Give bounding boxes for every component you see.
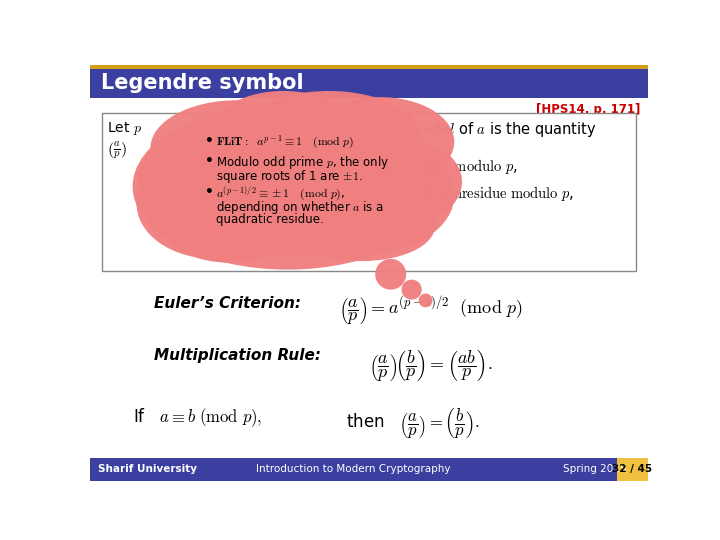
Text: $\mathbf{FLiT:}$  $a^{p-1}\equiv 1$   $(\mathrm{mod}\ p)$: $\mathbf{FLiT:}$ $a^{p-1}\equiv 1$ $(\ma… [216, 134, 355, 151]
Text: •: • [204, 154, 214, 168]
Text: Legendre symbol: Legendre symbol [101, 73, 303, 93]
Circle shape [418, 294, 433, 307]
Text: square roots of 1 are $\pm1$.: square roots of 1 are $\pm1$. [216, 168, 363, 185]
Text: then   $\left(\dfrac{a}{p}\right) = \left(\dfrac{b}{p}\right).$: then $\left(\dfrac{a}{p}\right) = \left(… [346, 406, 479, 440]
Ellipse shape [199, 180, 400, 257]
FancyBboxPatch shape [90, 69, 648, 98]
Ellipse shape [287, 192, 435, 261]
Ellipse shape [307, 97, 454, 186]
Text: Multiplication Rule:: Multiplication Rule: [153, 348, 320, 363]
Circle shape [402, 280, 422, 300]
Ellipse shape [132, 103, 443, 269]
Text: $a^{(p-1)/2}\equiv\pm1$   $(\mathrm{mod}\ p)$,: $a^{(p-1)/2}\equiv\pm1$ $(\mathrm{mod}\ … [216, 185, 346, 204]
Text: Sharif University: Sharif University [98, 464, 197, 474]
Text: quadratic residue.: quadratic residue. [216, 213, 324, 226]
Text: $\mathrm{idue\ modulo\ }$$p$,: $\mathrm{idue\ modulo\ }$$p$, [423, 157, 518, 176]
Text: $\left(\dfrac{a}{p}\right) = a^{(p-1)/2}\ \ (\mathrm{mod}\ p)$: $\left(\dfrac{a}{p}\right) = a^{(p-1)/2}… [339, 294, 523, 328]
Ellipse shape [276, 138, 454, 253]
Text: 32 / 45: 32 / 45 [613, 464, 652, 474]
Text: Let $p$: Let $p$ [107, 120, 142, 137]
Ellipse shape [212, 91, 355, 171]
Text: $\left(\frac{a}{p}\right)$: $\left(\frac{a}{p}\right)$ [107, 140, 127, 161]
Text: depending on whether $a$ is a: depending on whether $a$ is a [216, 199, 384, 216]
Text: •: • [204, 185, 214, 199]
Text: $\it{mbol}$ of $a$ is the quantity: $\it{mbol}$ of $a$ is the quantity [423, 120, 597, 139]
Text: [HPS14, p. 171]: [HPS14, p. 171] [536, 103, 640, 116]
Ellipse shape [150, 100, 324, 195]
FancyBboxPatch shape [90, 457, 617, 481]
Ellipse shape [235, 91, 422, 186]
Text: Spring 2015: Spring 2015 [563, 464, 626, 474]
Text: •: • [204, 134, 214, 148]
Ellipse shape [137, 148, 292, 259]
Text: Introduction to Modern Cryptography: Introduction to Modern Cryptography [256, 464, 451, 474]
FancyBboxPatch shape [90, 65, 648, 69]
FancyBboxPatch shape [617, 457, 648, 481]
Ellipse shape [138, 134, 262, 224]
Text: $\left(\dfrac{a}{p}\right)\!\left(\dfrac{b}{p}\right) = \left(\dfrac{ab}{p}\righ: $\left(\dfrac{a}{p}\right)\!\left(\dfrac… [369, 347, 492, 383]
Ellipse shape [168, 198, 292, 262]
Text: Euler’s Criterion:: Euler’s Criterion: [153, 296, 300, 311]
Circle shape [375, 259, 406, 289]
Text: Modulo odd prime $p$, the only: Modulo odd prime $p$, the only [216, 154, 390, 171]
Text: $\mathrm{ic\ nonresidue\ modulo\ }$$p$,: $\mathrm{ic\ nonresidue\ modulo\ }$$p$, [423, 184, 575, 203]
Text: If   $a\equiv b\ (\mathrm{mod}\ p),$: If $a\equiv b\ (\mathrm{mod}\ p),$ [132, 406, 262, 429]
FancyBboxPatch shape [102, 113, 636, 271]
Ellipse shape [335, 137, 462, 226]
